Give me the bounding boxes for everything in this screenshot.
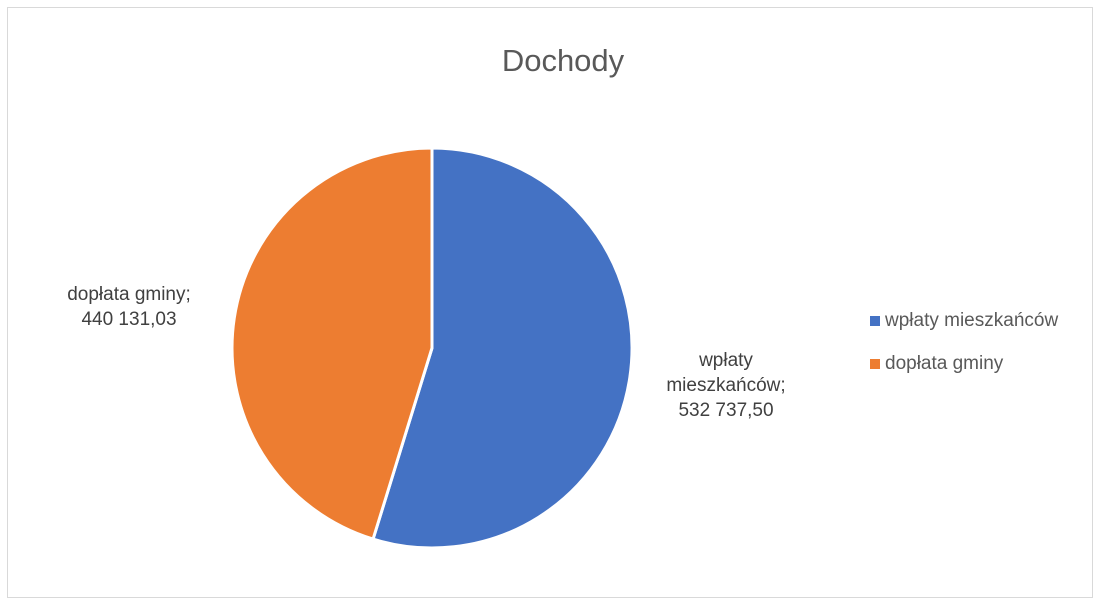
chart-title: Dochody (502, 43, 625, 78)
pie-slice-1 (371, 146, 634, 550)
data-label-2: dopłata gminy; 440 131,03 (67, 284, 191, 330)
legend: wpłaty mieszkańców dopłata gminy (870, 310, 1058, 374)
legend-label-2: dopłata gminy (885, 353, 1004, 374)
legend-swatch-2 (870, 359, 880, 369)
pie-chart: Dochody wpłaty mieszkańców; 532 737,50 dopł… (67, 43, 1058, 550)
chart-frame: Dochody wpłaty mieszkańców; 532 737,50 dopł… (7, 7, 1093, 598)
pie-slice-2 (230, 146, 434, 541)
data-labels: wpłaty mieszkańców; 532 737,50 dopłata gmin… (67, 284, 785, 421)
legend-label-1: wpłaty mieszkańców (884, 310, 1058, 331)
data-label-1: wpłaty mieszkańców; 532 737,50 (666, 350, 785, 421)
pie-slices (230, 146, 634, 550)
legend-swatch-1 (870, 316, 880, 326)
